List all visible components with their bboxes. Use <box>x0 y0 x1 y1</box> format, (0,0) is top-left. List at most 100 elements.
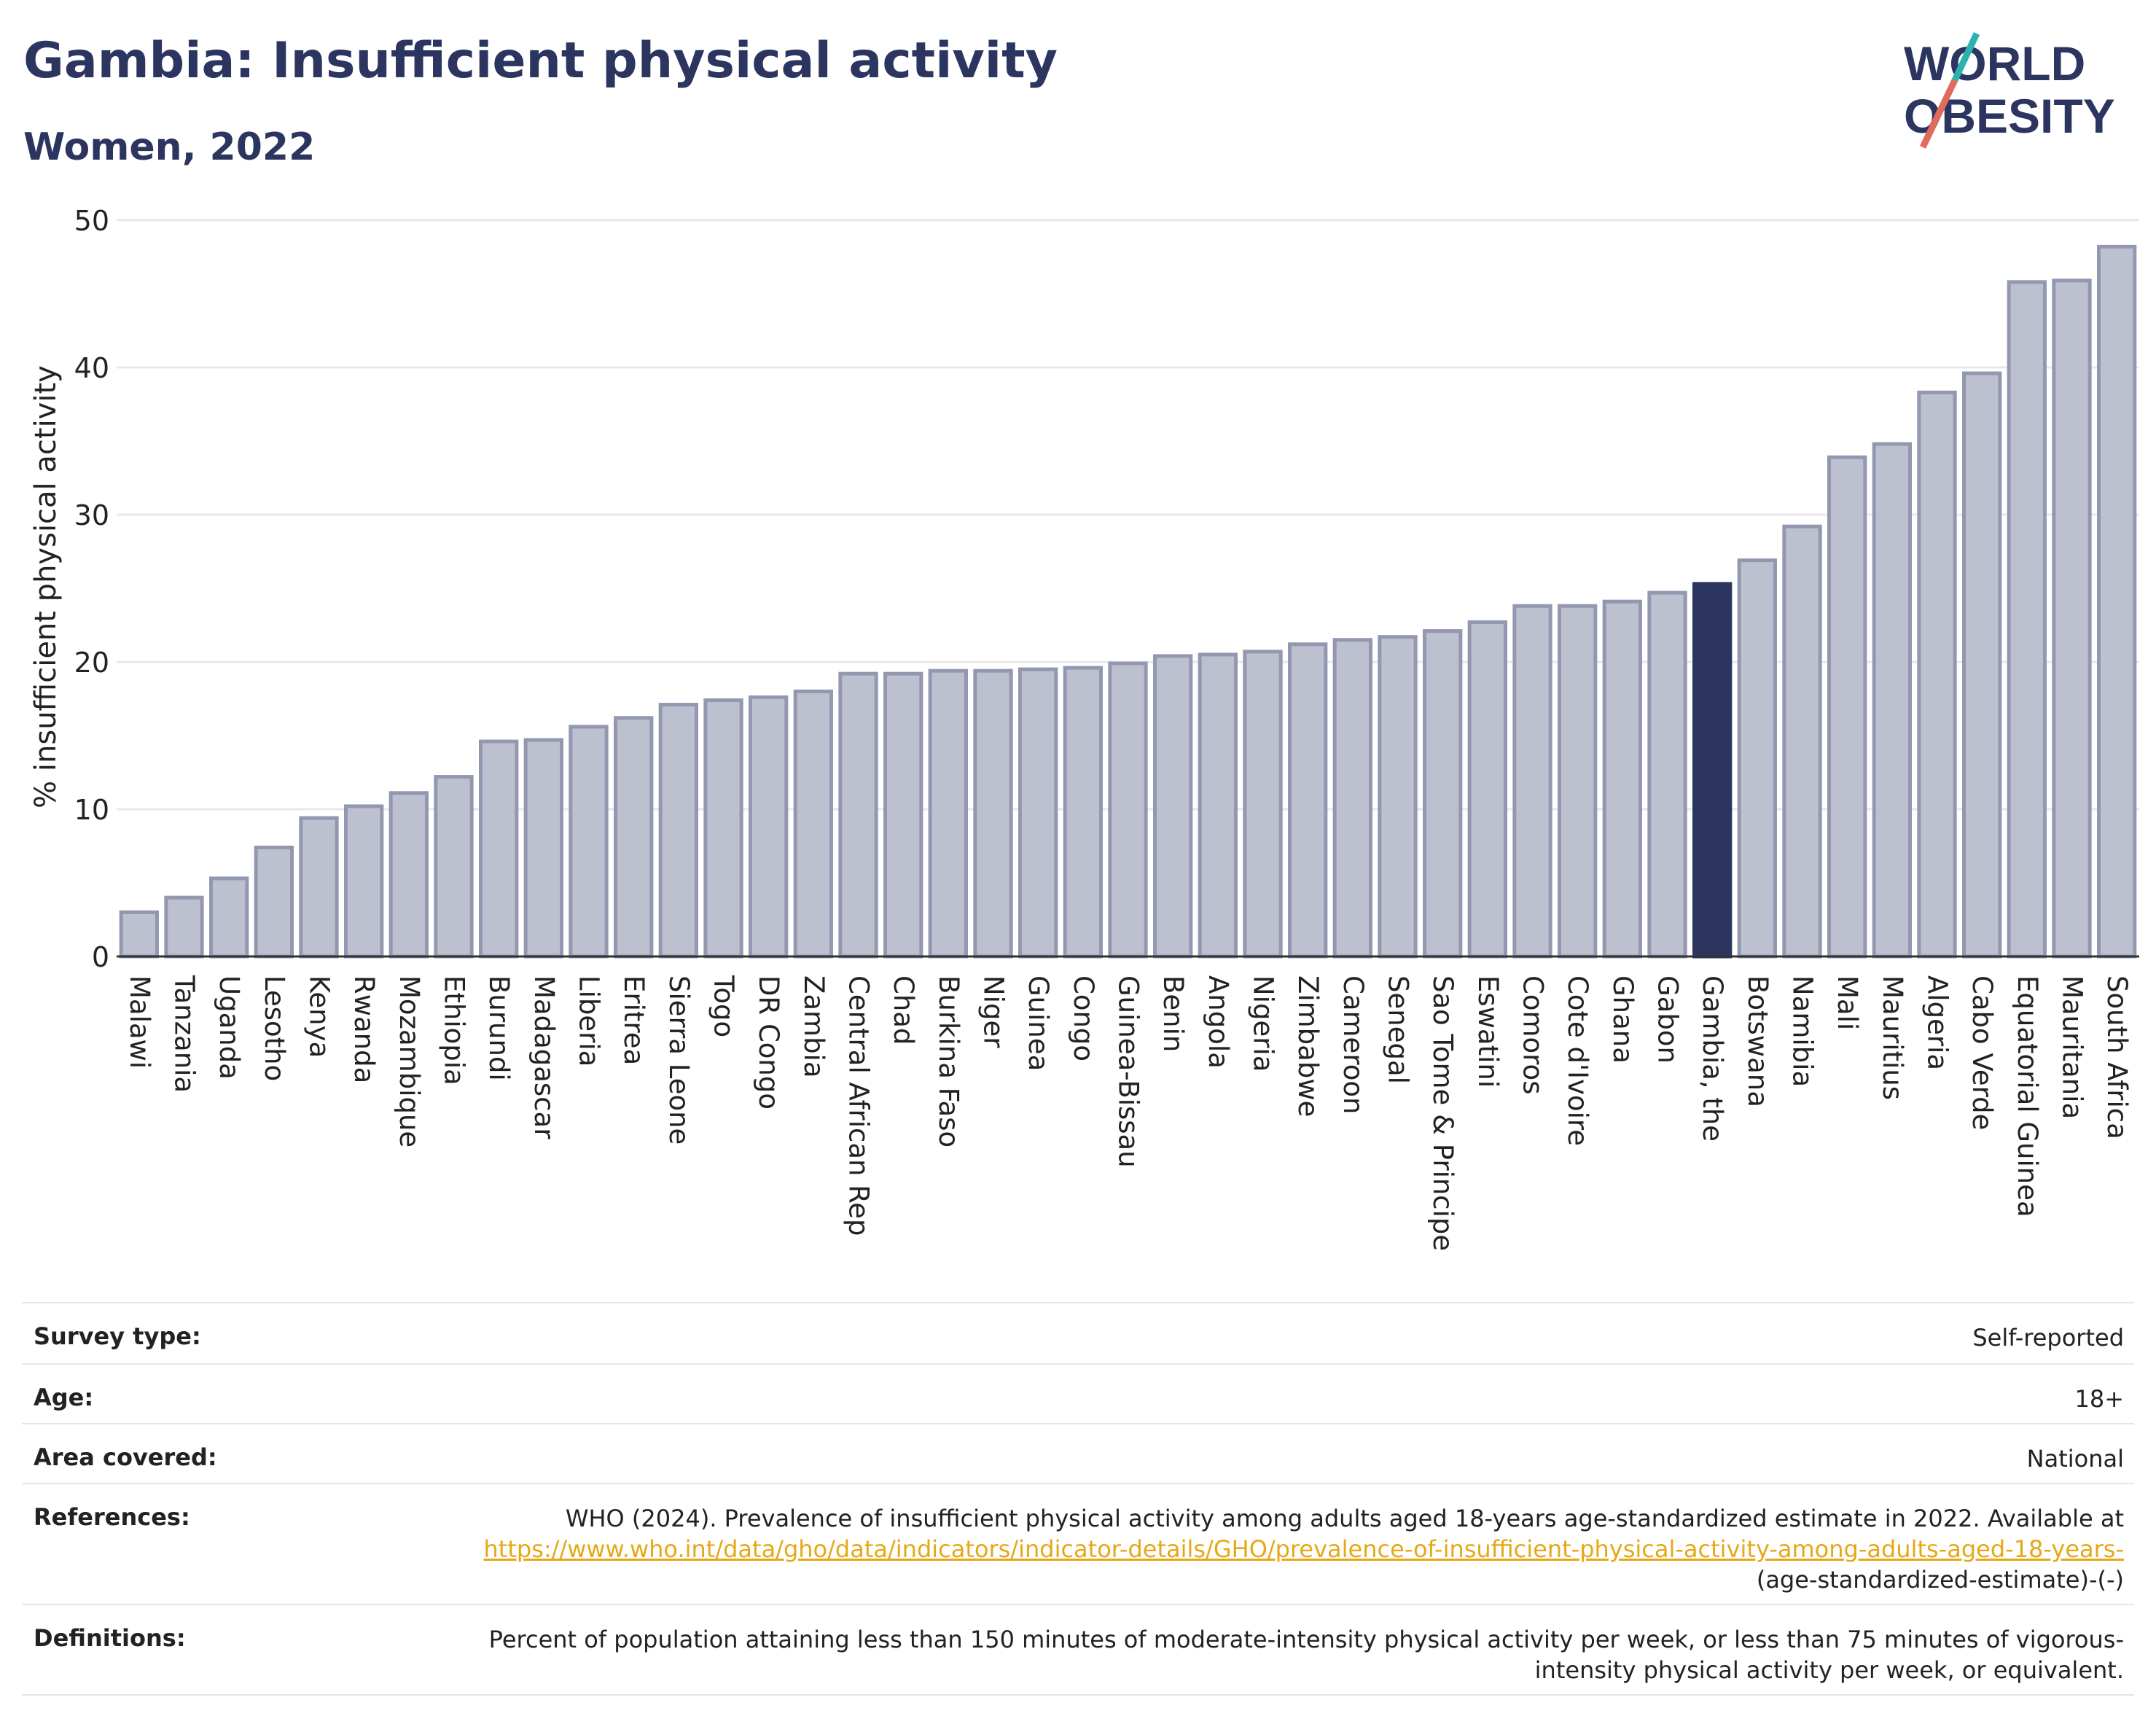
meta-value: Percent of population attaining less tha… <box>488 1626 2124 1684</box>
axes: 0 10 20 30 40 50 Malawi Tanzania Uganda Lesotho Ke… <box>74 205 2139 1251</box>
bar <box>1423 629 1463 959</box>
bar <box>344 804 384 959</box>
logo-line-1: WORLD <box>1904 36 2085 90</box>
bar <box>1558 604 1598 959</box>
y-tick-label: 0 <box>92 941 109 973</box>
bar <box>523 738 564 959</box>
x-tick-label: Benin <box>1157 975 1189 1052</box>
bar <box>254 846 294 959</box>
x-tick-label: Comoros <box>1518 975 1549 1094</box>
meta-label: References: <box>34 1503 190 1531</box>
x-tick-label: Burundi <box>483 975 515 1081</box>
y-tick-label: 20 <box>74 647 109 679</box>
bar <box>1827 455 1867 959</box>
bar-highlighted <box>1692 582 1733 959</box>
x-tick-label: South Africa <box>2101 975 2133 1139</box>
x-tick-label: Zambia <box>798 975 829 1078</box>
x-tick-label: Kenya <box>304 975 335 1058</box>
x-tick-label: Angola <box>1203 975 1234 1069</box>
x-tick-label: Cameroon <box>1337 975 1369 1114</box>
x-tick-label: Eswatini <box>1472 975 1504 1088</box>
bar <box>1378 635 1418 959</box>
bar <box>1063 666 1103 959</box>
y-tick-label: 10 <box>74 794 109 826</box>
x-tick-label: Namibia <box>1787 975 1819 1087</box>
reference-text: WHO (2024). Prevalence of insufficient p… <box>565 1505 2124 1532</box>
x-tick-label: Burkina Faso <box>933 975 964 1147</box>
bar <box>1872 442 1913 959</box>
x-tick-label: Sierra Leone <box>663 975 695 1145</box>
bar <box>928 668 968 959</box>
x-tick-label: Ghana <box>1607 975 1639 1064</box>
meta-value: 18+ <box>2074 1385 2124 1413</box>
x-tick-label: Guinea <box>1023 975 1054 1071</box>
bar <box>2052 278 2092 959</box>
x-tick-label: Ethiopia <box>439 975 470 1085</box>
meta-label: Area covered: <box>34 1443 217 1471</box>
x-tick-label: DR Congo <box>753 975 784 1110</box>
reference-link[interactable]: https://www.who.int/data/gho/data/indica… <box>483 1535 2125 1563</box>
x-tick-label: Togo <box>708 975 740 1037</box>
bar <box>1602 599 1643 959</box>
bar <box>2007 280 2047 959</box>
bar-chart: 0 10 20 30 40 50 Malawi Tanzania Uganda Lesotho Ke… <box>29 205 2139 1251</box>
bar <box>1962 371 2002 959</box>
bar <box>1243 650 1283 959</box>
bar <box>1153 654 1193 959</box>
bar <box>299 816 339 959</box>
bar <box>883 671 923 959</box>
meta-row-references: References: WHO (2024). Prevalence of in… <box>22 1483 2134 1604</box>
world-obesity-logo: WORLD OBESITY <box>1904 32 2115 149</box>
x-tick-label: Madagascar <box>528 975 560 1139</box>
bar <box>2097 244 2137 959</box>
meta-label: Survey type: <box>34 1322 201 1350</box>
bar <box>1288 642 1328 959</box>
chart-subtitle: Women, 2022 <box>23 125 316 169</box>
x-tick-label: Malawi <box>124 975 155 1069</box>
bar <box>749 695 789 959</box>
y-axis-label: % insufficient physical activity <box>29 365 63 808</box>
bar <box>569 725 609 959</box>
meta-label: Definitions: <box>34 1624 186 1652</box>
x-tick-label: Eritrea <box>618 975 649 1065</box>
bar <box>1198 652 1238 959</box>
x-tick-label: Chad <box>888 975 919 1045</box>
y-tick-label: 50 <box>74 205 109 237</box>
logo-slash-lower <box>1919 79 1958 149</box>
x-tick-label: Gambia, the <box>1697 975 1728 1142</box>
x-tick-label: Congo <box>1068 975 1099 1061</box>
meta-value: WHO (2024). Prevalence of insufficient p… <box>448 1503 2125 1604</box>
meta-value: Self-reported <box>1972 1324 2124 1352</box>
x-tick-label: Mauritania <box>2057 975 2088 1119</box>
x-tick-label: Zimbabwe <box>1292 975 1324 1117</box>
bar <box>793 689 833 959</box>
bar <box>434 775 474 959</box>
bar <box>479 739 519 959</box>
bar <box>973 668 1013 959</box>
meta-row-area: Area covered: National <box>22 1423 2134 1483</box>
logo-slash-upper <box>1951 32 1980 82</box>
bar <box>614 716 654 959</box>
x-tick-label: Algeria <box>1922 975 1953 1070</box>
y-tick-label: 40 <box>74 352 109 384</box>
bar <box>209 876 249 959</box>
x-tick-label: Gabon <box>1652 975 1684 1064</box>
reference-suffix: (age-standardized-estimate)-(-) <box>1756 1566 2124 1594</box>
meta-row-age: Age: 18+ <box>22 1363 2134 1423</box>
x-tick-label: Nigeria <box>1248 975 1279 1072</box>
bar <box>1512 604 1552 959</box>
meta-label: Age: <box>34 1384 94 1411</box>
meta-row-survey-type: Survey type: Self-reported <box>22 1302 2134 1363</box>
meta-value: National <box>2026 1445 2124 1473</box>
bar <box>164 895 204 959</box>
chart-title: Gambia: Insufficient physical activity <box>23 32 1058 90</box>
x-tick-label: Mali <box>1832 975 1863 1030</box>
x-tick-label: Rwanda <box>348 975 380 1083</box>
bar <box>1108 661 1148 959</box>
x-tick-label: Mozambique <box>394 975 425 1147</box>
bars <box>119 244 2137 959</box>
bar <box>1647 590 1687 959</box>
x-tick-label: Lesotho <box>259 975 290 1081</box>
x-tick-label: Cote d'Ivoire <box>1562 975 1593 1146</box>
x-tick-label: Uganda <box>214 975 245 1080</box>
